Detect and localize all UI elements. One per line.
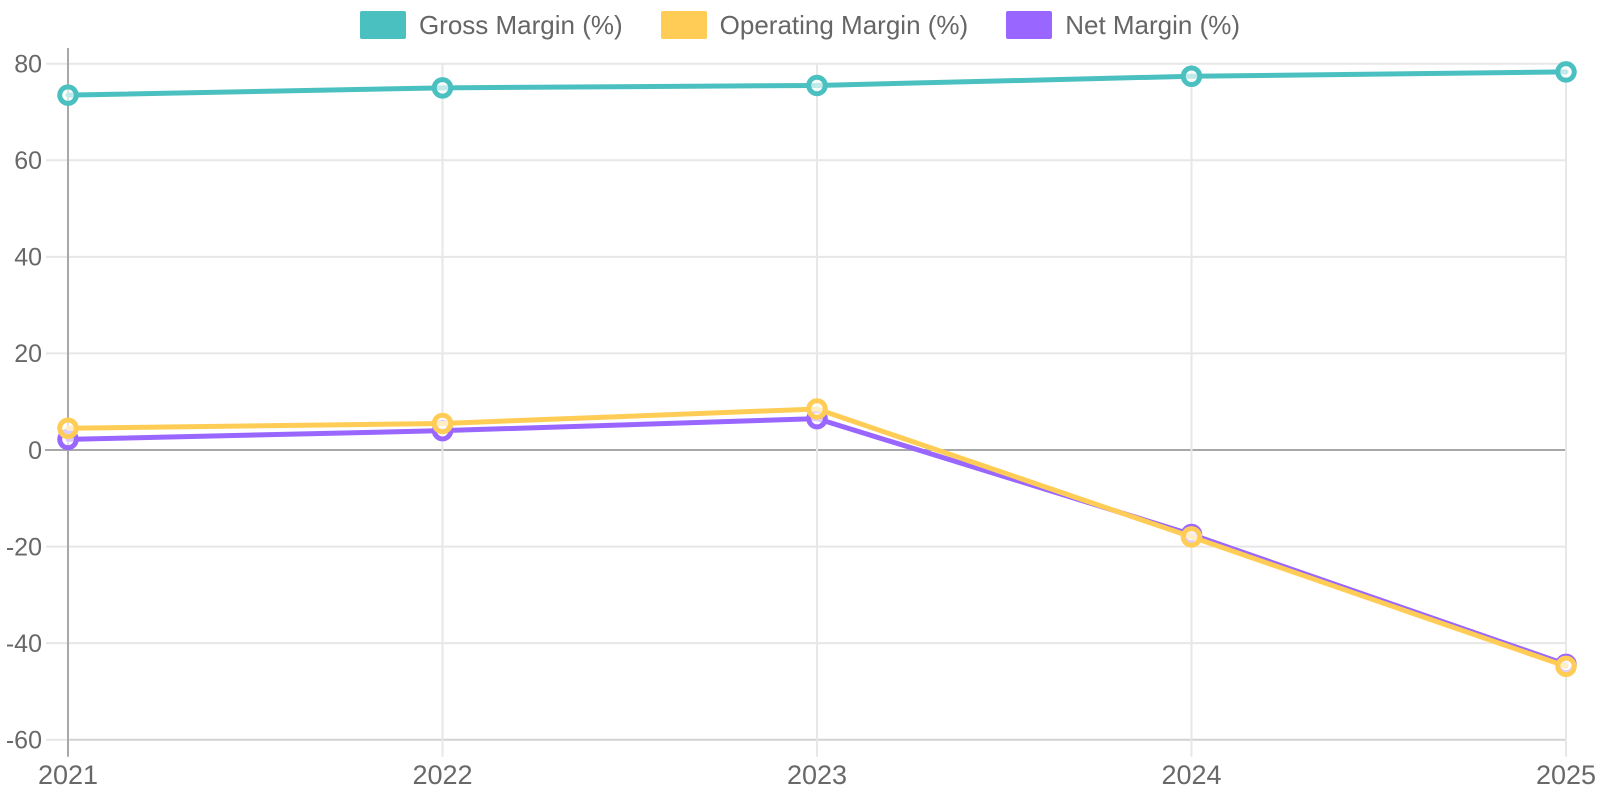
legend-label-net-margin: Net Margin (%) [1065, 10, 1241, 40]
gridlines: 80 60 40 20 0 -20 -40 -60 2021 2022 2023 2024 2025 [6, 50, 1596, 790]
data-point-gross-margin-2023[interactable] [806, 74, 828, 97]
data-point-operating-margin-2021[interactable] [57, 417, 79, 440]
y-tick-label: 80 [14, 50, 42, 78]
data-point-operating-margin-2022[interactable] [431, 412, 454, 435]
x-tick-label: 2021 [38, 760, 98, 790]
data-point-operating-margin-2025[interactable] [1555, 655, 1577, 678]
legend-label-operating-margin: Operating Margin (%) [719, 10, 969, 40]
x-tick-label: 2023 [787, 760, 847, 790]
data-point-gross-margin-2024[interactable] [1180, 65, 1203, 88]
x-tick-label: 2024 [1161, 760, 1221, 790]
x-tick-label: 2025 [1536, 760, 1596, 790]
data-point-operating-margin-2024[interactable] [1180, 526, 1203, 548]
y-tick-label: -20 [6, 533, 42, 561]
legend-swatch-net-margin [1006, 11, 1053, 39]
y-tick-label: 60 [14, 147, 42, 175]
data-point-gross-margin-2025[interactable] [1555, 61, 1577, 83]
legend-swatch-operating-margin [660, 11, 707, 39]
x-tick-label: 2022 [412, 760, 472, 790]
data-point-gross-margin-2021[interactable] [57, 84, 79, 106]
legend-item-operating-margin[interactable]: Operating Margin (%) [660, 10, 969, 40]
data-point-gross-margin-2022[interactable] [431, 77, 454, 99]
y-tick-label: 40 [14, 244, 42, 272]
legend-label-gross-margin: Gross Margin (%) [418, 10, 623, 40]
legend-item-gross-margin[interactable]: Gross Margin (%) [359, 10, 623, 40]
y-tick-label: 20 [14, 340, 42, 368]
series-gross-margin [57, 61, 1577, 106]
series-operating-margin [57, 398, 1577, 678]
data-point-operating-margin-2023[interactable] [806, 398, 828, 420]
legend-swatch-gross-margin [359, 11, 406, 39]
chart-legend: Gross Margin (%) Operating Margin (%) Ne… [0, 10, 1600, 40]
legend-item-net-margin[interactable]: Net Margin (%) [1006, 10, 1240, 40]
y-tick-label: -60 [6, 726, 42, 754]
y-tick-label: -40 [6, 630, 42, 658]
y-tick-label: 0 [28, 437, 42, 465]
